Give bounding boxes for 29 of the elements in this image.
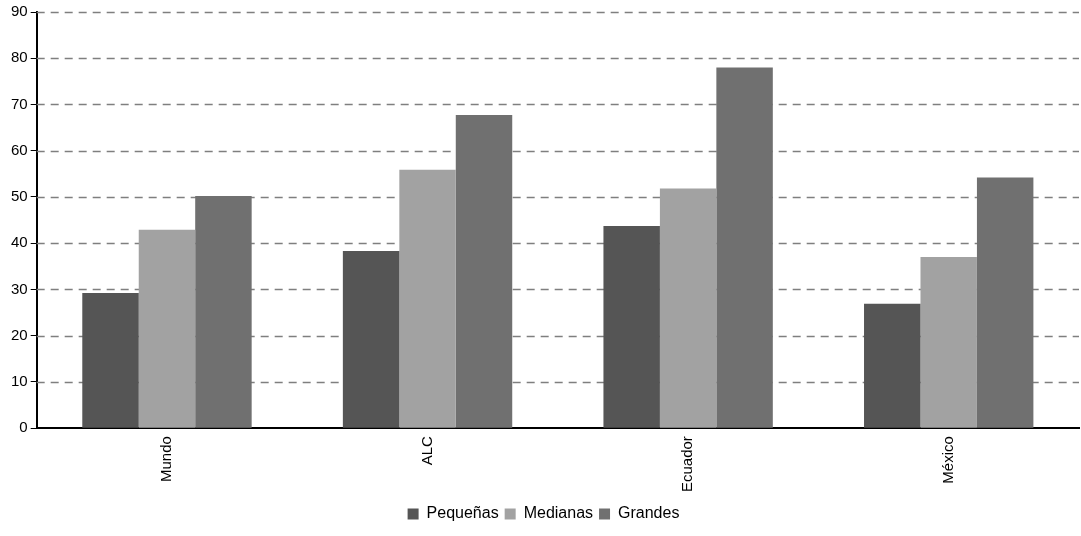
y-tick-label: 60 <box>11 140 28 158</box>
bar <box>976 177 1034 428</box>
y-tick-label: 90 <box>11 2 28 20</box>
legend-label: Pequeñas <box>426 504 499 522</box>
x-tick-label: ALC <box>417 435 435 466</box>
bar <box>603 226 660 428</box>
bar <box>138 229 196 428</box>
x-tick-label: Mundo <box>157 436 175 483</box>
y-tick-label: 80 <box>11 48 28 66</box>
bar <box>455 115 513 428</box>
x-tick-label: Ecuador <box>678 436 696 493</box>
y-tick-label: 50 <box>11 187 28 205</box>
bar <box>920 257 977 428</box>
legend-label: Medianas <box>523 504 594 522</box>
y-tick-label: 70 <box>11 94 28 112</box>
bar <box>716 67 773 428</box>
legend-label: Grandes <box>618 504 680 522</box>
y-tick-label: 40 <box>11 233 28 251</box>
bar <box>82 293 139 428</box>
bar <box>399 169 456 428</box>
y-tick-label: 0 <box>19 418 28 436</box>
bar <box>342 251 400 428</box>
y-tick-label: 10 <box>11 372 28 390</box>
bar <box>659 188 717 428</box>
y-tick-label: 30 <box>11 279 28 297</box>
y-tick-label: 20 <box>11 325 28 343</box>
bar <box>864 303 921 428</box>
bar <box>195 196 252 428</box>
x-tick-label: México <box>938 436 956 484</box>
